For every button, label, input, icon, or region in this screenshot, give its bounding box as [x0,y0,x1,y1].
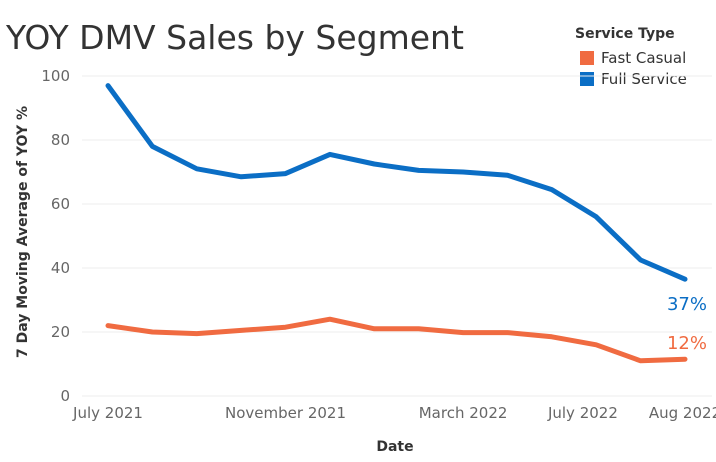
y-tick-label: 80 [51,131,70,149]
chart-title: YOY DMV Sales by Segment [5,18,464,57]
legend-swatch-full-service[interactable] [580,72,594,86]
x-tick-label: November 2021 [225,404,346,422]
legend-title: Service Type [575,26,675,42]
end-labels: 12% 37% [667,294,707,354]
x-tick-label: July 2022 [547,404,618,422]
y-tick-label: 40 [51,259,70,277]
y-tick-label: 60 [51,195,70,213]
series-lines [105,83,688,364]
x-tick-label: Aug 2022 [649,404,716,422]
x-tick-label: March 2022 [419,404,508,422]
y-axis-ticks: 0 20 40 60 80 100 [41,67,70,405]
x-tick-label: July 2021 [72,404,143,422]
y-tick-label: 20 [51,323,70,341]
y-axis-title: 7 Day Moving Average of YOY % [15,106,31,358]
y-tick-label: 100 [41,67,70,85]
end-label-fast-casual: 12% [667,333,707,354]
x-axis-ticks: July 2021 November 2021 March 2022 July 202… [72,404,716,422]
end-label-full-service: 37% [667,294,707,315]
series-line-full-service[interactable] [105,83,688,282]
x-axis-title: Date [376,439,413,455]
legend-label-full-service[interactable]: Full Service [601,70,687,88]
legend: Service Type Fast Casual Full Service [575,26,687,88]
series-line-fast-casual[interactable] [105,316,688,364]
legend-swatch-fast-casual[interactable] [580,51,594,65]
legend-label-fast-casual[interactable]: Fast Casual [601,49,686,67]
y-tick-label: 0 [60,387,70,405]
